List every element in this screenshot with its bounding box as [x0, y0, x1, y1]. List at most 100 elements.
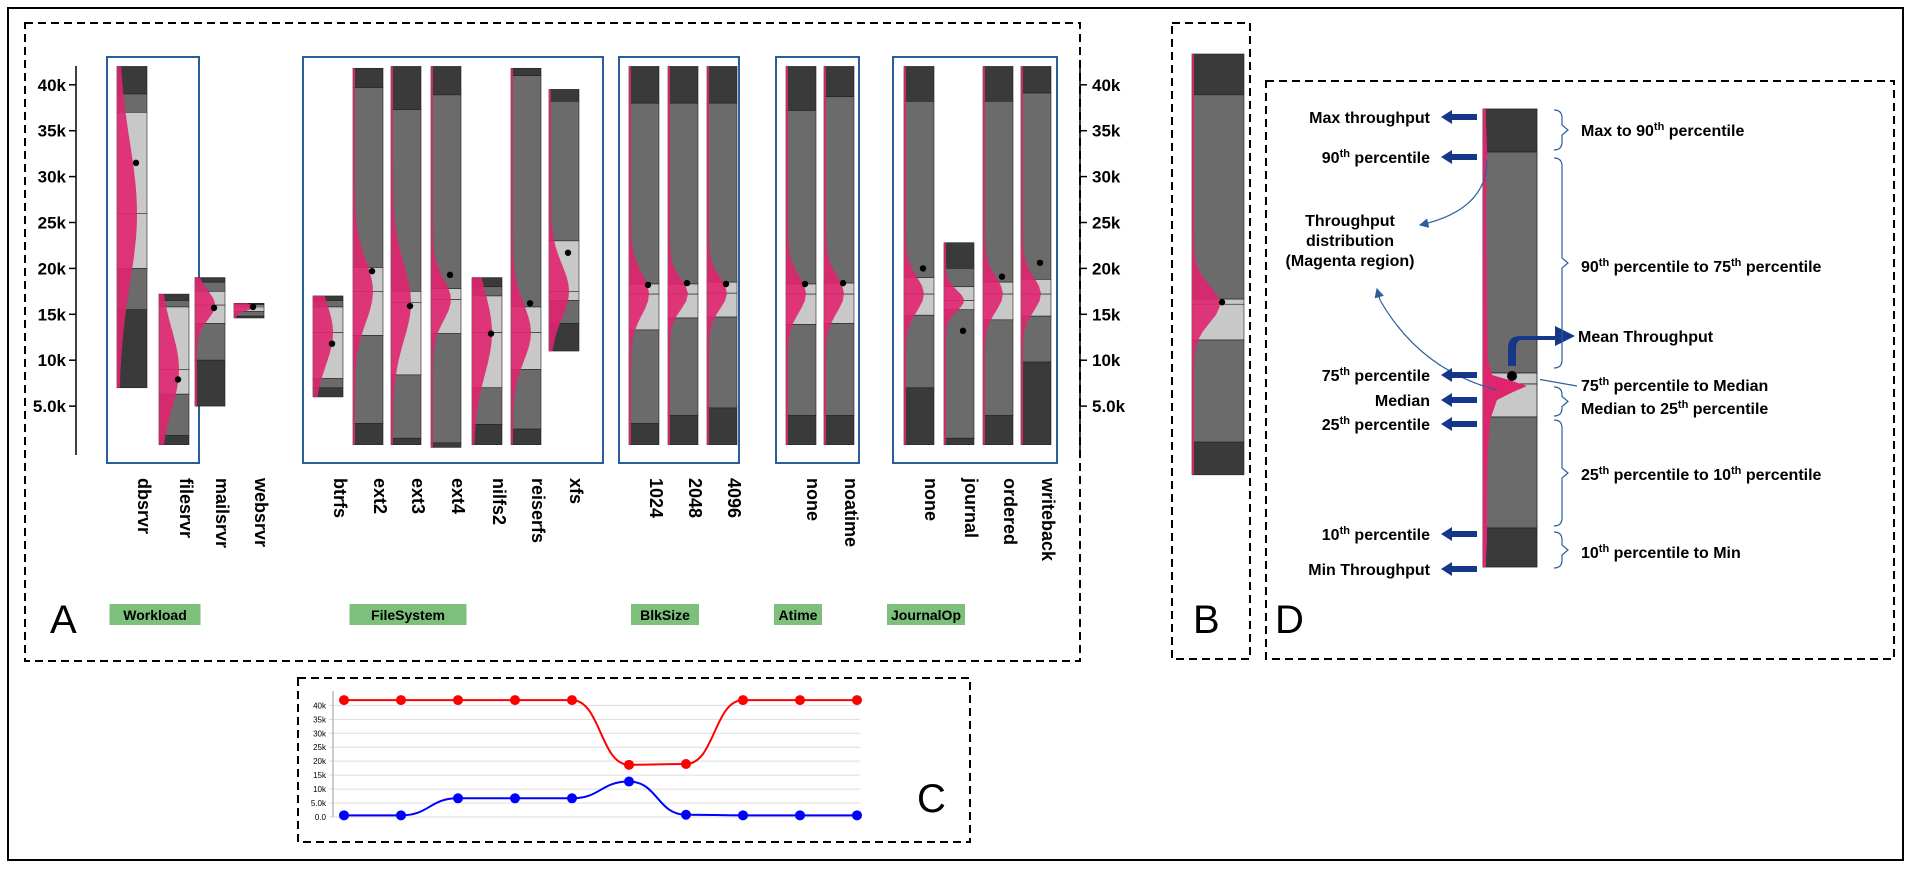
bar-workload-mailsrvr-distribution [195, 277, 215, 407]
bar-journalop-none-distribution [904, 66, 924, 445]
bar-workload-websrvr-mean-dot [249, 303, 257, 311]
left-arrow [1441, 417, 1477, 431]
series-point-min [453, 793, 463, 804]
y-tick-label: 10k [313, 785, 327, 794]
sample-max-p90 [1191, 53, 1245, 96]
left-label: 75th percentile [1322, 366, 1430, 385]
bar-journalop-writeback-distribution [1021, 66, 1041, 445]
bar-filesystem-xfs-distribution [549, 89, 569, 352]
bar-workload-websrvr-distribution [234, 303, 254, 318]
bar-blksize-4096-p10-min [706, 407, 738, 445]
axis-tick-label: 40k [38, 76, 67, 95]
group-label-workload: Workload [123, 607, 187, 623]
series-point-max [852, 695, 862, 706]
right-label: Max to 90th percentile [1581, 121, 1744, 140]
bar-journalop-journal-distribution [944, 242, 964, 445]
left-label: 90th percentile [1322, 148, 1430, 167]
distribution-label-line: distribution [1306, 233, 1394, 250]
legend-right-labels: Max to 90th percentile 90th percentile to… [1539, 109, 1822, 569]
legend-left-labels: Max throughput 90th percentile 75th percen… [1308, 110, 1477, 579]
group-frame-blksize [618, 56, 740, 464]
range-connector [1539, 378, 1578, 387]
group-label-journalop: JournalOp [891, 607, 961, 623]
x-label-nilfs2: nilfs2 [489, 478, 509, 525]
bar-journalop-ordered-mean-dot [998, 273, 1006, 280]
bar-atime-noatime-p25-p10 [823, 323, 855, 416]
x-label-noatime: noatime [841, 478, 861, 547]
series-point-max [339, 695, 349, 706]
bar-filesystem-ext2-distribution [353, 68, 373, 445]
bar-blksize-4096-mean-dot [722, 280, 730, 288]
bar-workload-websrvr-p10-min [233, 315, 265, 319]
axis-tick-label: 20k [38, 259, 67, 278]
bar-blksize-4096-max-p90 [706, 66, 738, 104]
series-point-min [396, 810, 406, 821]
right-label: 75th percentile to Median [1581, 376, 1768, 395]
distribution-label: Throughput distribution (Magenta region) [1286, 213, 1415, 270]
bar-atime-none-max-p90 [785, 66, 817, 111]
axis-tick-label: 25k [38, 214, 67, 233]
panel-c-letter: C [917, 777, 946, 821]
axis-tick-label: 15k [38, 305, 67, 324]
bar-blksize-2048-p25-p10 [667, 317, 699, 416]
series-point-min [681, 809, 691, 820]
x-label-ext3: ext3 [408, 478, 428, 514]
bar-journalop-writeback-p90-p75 [1020, 92, 1052, 280]
bar-journalop-journal-mean-dot [959, 327, 967, 335]
bar-filesystem-nilfs2-mean-dot [487, 330, 495, 337]
left-arrow [1441, 393, 1477, 407]
bar-filesystem-ext4-p25-p10 [430, 333, 462, 444]
bar-journalop-journal-max-p90 [943, 242, 975, 269]
bar-filesystem-nilfs2-distribution [472, 277, 492, 445]
series-point-min [510, 793, 520, 804]
series-point-min [339, 810, 349, 821]
series-point-max [795, 695, 805, 706]
x-label-none: none [921, 478, 941, 521]
legend-mean-dot [1507, 371, 1517, 381]
group-frame-atime [775, 56, 860, 464]
bar-workload-dbsrvr-mean-dot [132, 159, 140, 167]
bar-filesystem-reiserfs-max-p90 [510, 67, 542, 76]
bar-filesystem-ext2-mean-dot [368, 267, 376, 275]
panel-c: 0.0 5.0k 10k 15k 20k 25k 30k 35k 40k C [297, 677, 971, 843]
bar-filesystem-ext3-p25-p10 [390, 374, 422, 439]
outer-frame [7, 7, 1904, 861]
group-label-bg [887, 604, 965, 625]
bar-filesystem-btrfs-distribution [313, 295, 333, 397]
bar-blksize-1024-p25-p10 [628, 329, 660, 424]
x-label-xfs: xfs [566, 478, 586, 504]
throughput-bars [116, 66, 1052, 448]
bar-blksize-1024-max-p90 [628, 66, 660, 104]
bar-blksize-2048-mean-dot [683, 279, 691, 287]
left-label: 10th percentile [1322, 525, 1430, 544]
series-point-max [681, 758, 691, 769]
x-label-filesrvr: filesrvr [176, 478, 196, 538]
sample-p25-p10 [1191, 339, 1245, 443]
bar-journalop-ordered-p90-p75 [982, 101, 1014, 283]
left-arrow [1441, 110, 1477, 124]
bar-blksize-1024-distribution [629, 66, 649, 445]
sample-p90-p75 [1191, 94, 1245, 300]
panel-a-frame [24, 22, 1081, 662]
group-labels: Workload FileSystem BlkSize Atime JournalOp [109, 604, 965, 625]
axis-tick-label: 30k [1092, 168, 1121, 187]
group-label-filesystem: FileSystem [371, 607, 445, 623]
x-label-dbsrvr: dbsrvr [134, 478, 154, 534]
bar-journalop-writeback-p10-min [1020, 361, 1052, 445]
y-tick-label: 15k [313, 771, 327, 780]
bar-filesystem-reiserfs-mean-dot [526, 300, 534, 307]
series-point-min [795, 810, 805, 821]
range-brace [1553, 109, 1569, 151]
y-tick-label: 25k [313, 743, 327, 752]
right-label: 25th percentile to 10th percentile [1581, 465, 1822, 484]
bar-atime-none-p10-min [785, 414, 817, 445]
axis-tick-label: 20k [1092, 259, 1121, 278]
group-label-bg [774, 604, 822, 625]
x-label-ext2: ext2 [370, 478, 390, 514]
y-tick-label: 40k [313, 701, 327, 710]
bar-atime-noatime-mean-dot [839, 279, 847, 287]
panel-c-frame [297, 677, 971, 843]
left-label: Min Throughput [1308, 562, 1430, 579]
dist-arrow-upper [1418, 159, 1488, 228]
